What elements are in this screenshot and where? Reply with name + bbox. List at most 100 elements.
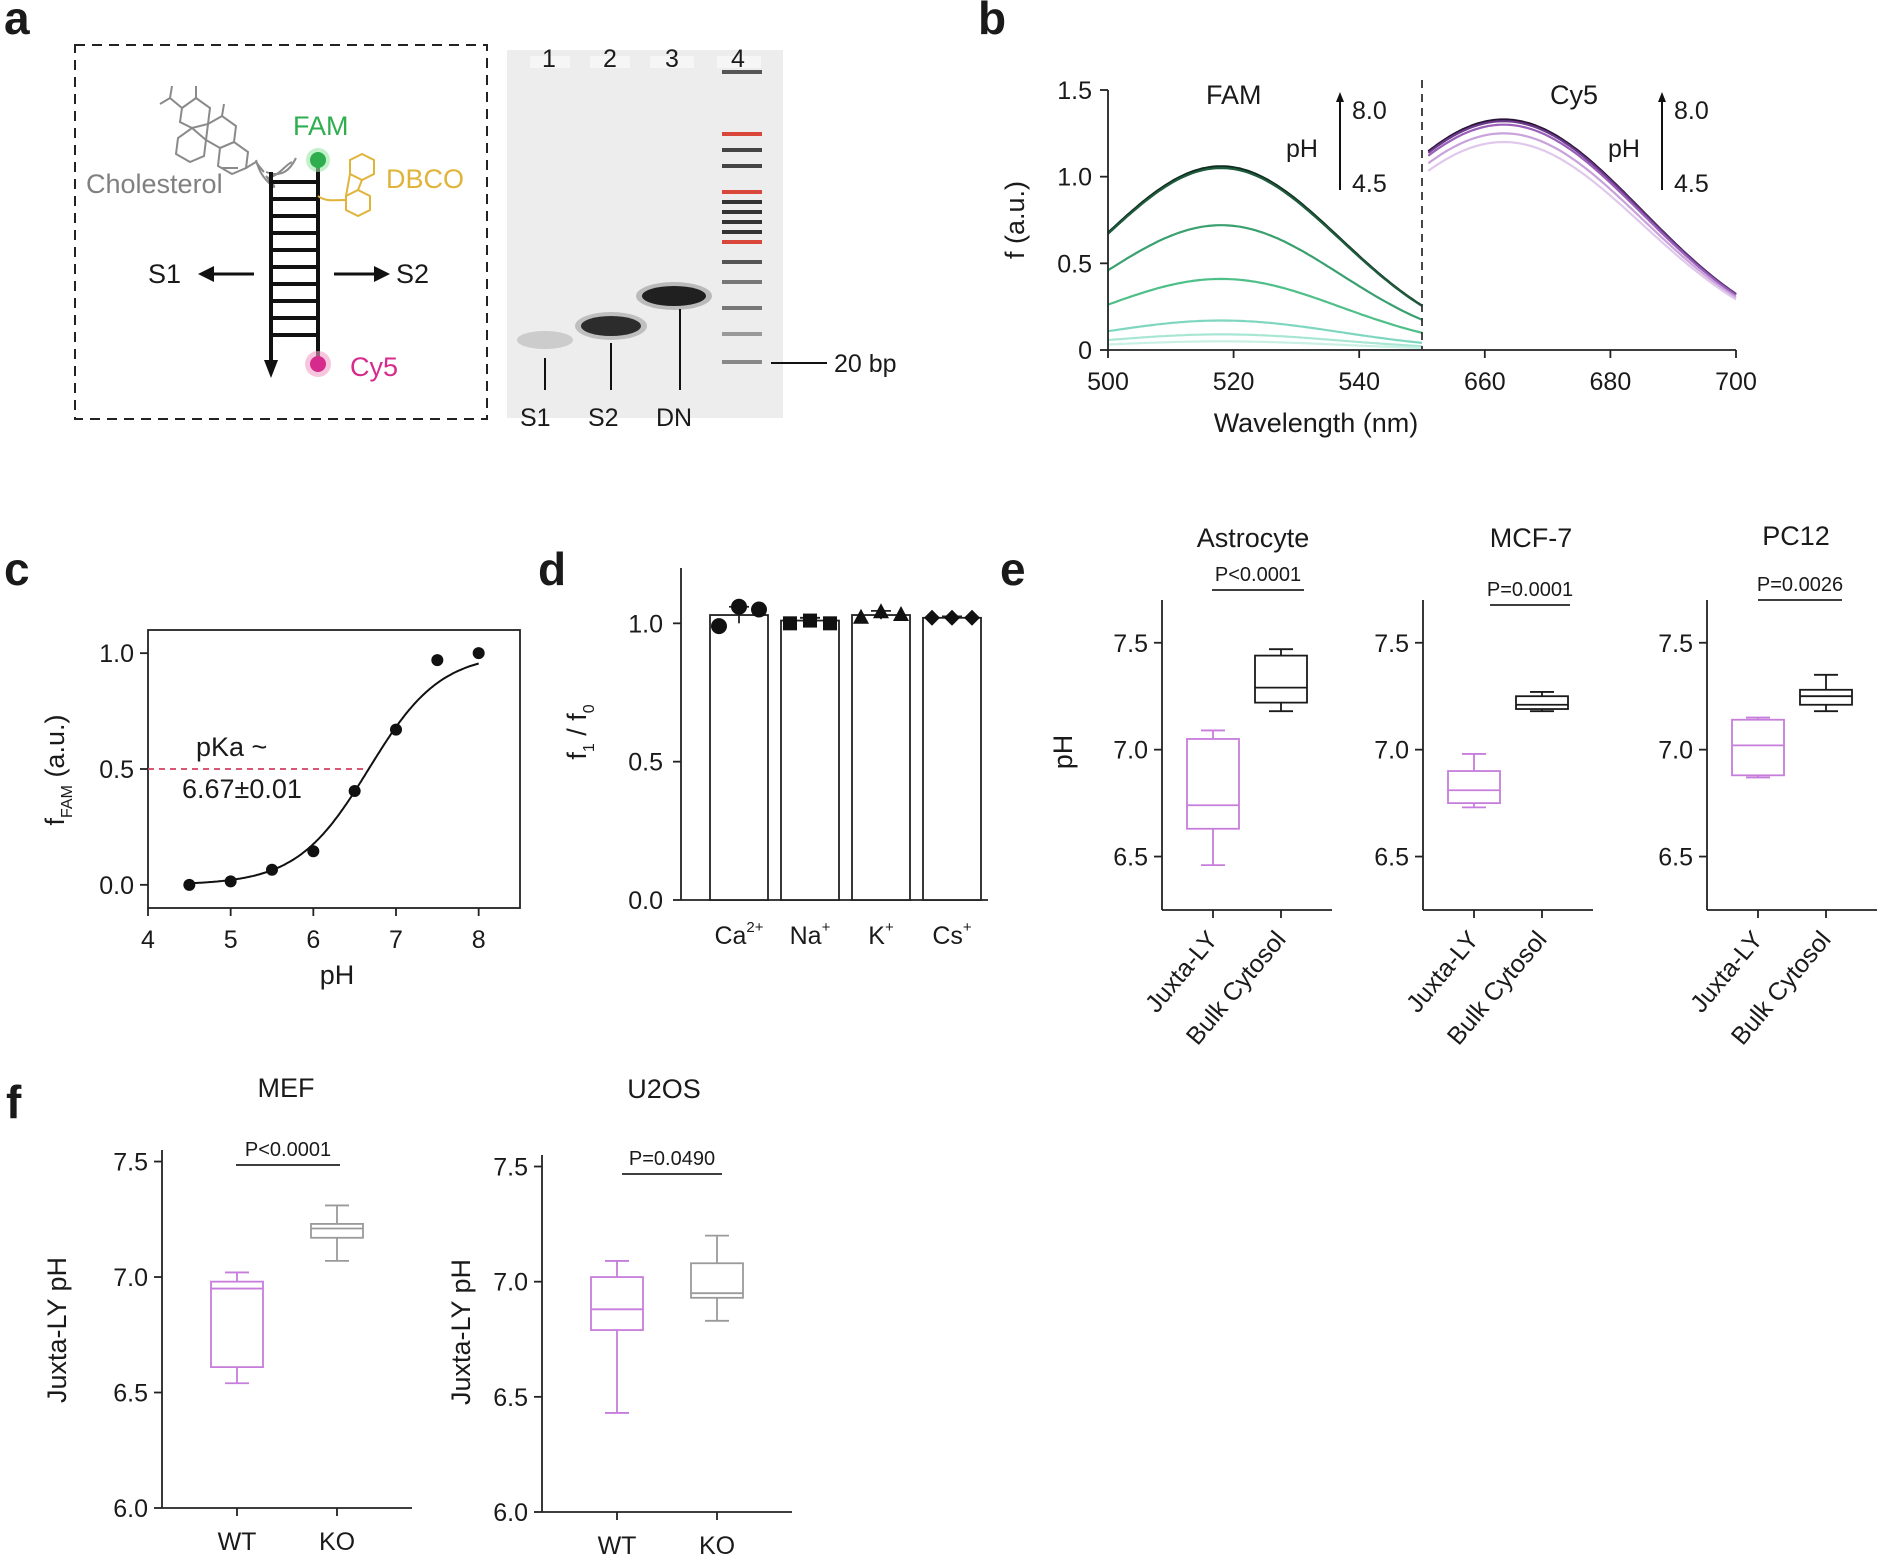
c-data-point	[390, 723, 402, 736]
cy5-series-line	[1427, 123, 1737, 297]
b-xtick-label: 700	[1715, 368, 1757, 396]
d-category-label: Na+	[790, 919, 831, 950]
band-s1	[517, 331, 573, 349]
d-category-label: Cs+	[932, 919, 972, 950]
c-pka-text-1: pKa ~	[196, 732, 267, 762]
c-ytick-label: 0.0	[99, 872, 134, 900]
box-ytick-label: 7.0	[493, 1269, 528, 1297]
panel-letter-b: b	[978, 0, 1006, 44]
fam-label: FAM	[293, 111, 349, 141]
c-xtick-label: 5	[224, 926, 238, 954]
c-ytick-label: 0.5	[99, 756, 134, 784]
fam-spectra-lines	[1107, 165, 1423, 349]
gel-label-s2: S2	[588, 404, 619, 432]
box-ytick-label: 7.0	[1113, 737, 1148, 765]
c-xtick-label: 8	[472, 926, 486, 954]
b-ytick-label: 0.5	[1057, 250, 1092, 278]
box-iqr	[1186, 738, 1240, 830]
p-value-label: P=0.0490	[629, 1148, 715, 1170]
b-ytick-label: 1.0	[1057, 164, 1092, 192]
boxplot-u2os: 6.0 6.5 7.0 7.5 WT KO U2OS P=0.0490 Juxta-LY pH	[446, 1074, 792, 1560]
c-data-point	[348, 785, 361, 798]
box-ylabel: Juxta-LY pH	[446, 1259, 476, 1405]
c-fit-curve	[189, 662, 479, 885]
panel-b-spectra: 0 0.5 1.0 1.5 500 520 540 660 680 700 FAM Cy5 Wa…	[1000, 77, 1757, 438]
s2-arrow	[374, 266, 390, 282]
b-xtick-label: 520	[1213, 368, 1255, 396]
box-iqr	[690, 1262, 744, 1299]
b-ytick-label: 1.5	[1057, 77, 1092, 105]
panel-letter-f: f	[6, 1076, 22, 1128]
box-ytick-label: 7.0	[1658, 737, 1693, 765]
b-cy5-ph-top: 8.0	[1674, 97, 1709, 125]
c-pka-text-2: 6.67±0.01	[182, 774, 302, 804]
box-iqr	[310, 1223, 364, 1239]
b-xtick-label: 540	[1338, 368, 1380, 396]
fam-series-line	[1107, 166, 1423, 307]
box-ylabel: Juxta-LY pH	[42, 1257, 72, 1403]
cy5-dot	[310, 356, 326, 372]
box-ytick-label: 7.0	[1374, 737, 1409, 765]
panel-letter-a: a	[4, 0, 30, 44]
b-cy5-ph-label: pH	[1608, 135, 1640, 163]
fam-series-line	[1107, 277, 1423, 334]
box-ytick-label: 6.5	[1374, 844, 1409, 872]
box-ytick-label: 6.5	[1113, 844, 1148, 872]
d-data-point	[853, 608, 869, 624]
c-xtick-label: 6	[306, 926, 320, 954]
d-data-point	[711, 618, 727, 635]
c-data-point	[224, 875, 237, 888]
d-data-point	[944, 609, 960, 626]
schematic-diagram: Cholesterol FAM Cy5	[74, 44, 488, 420]
dbco-label: DBCO	[386, 164, 464, 194]
panel-letter-d: d	[538, 543, 566, 595]
box-category-label: KO	[319, 1528, 355, 1556]
s2-label: S2	[396, 259, 429, 289]
b-xlabel: Wavelength (nm)	[1214, 408, 1419, 438]
lane-label-3: 3	[665, 45, 679, 73]
cy5-spectra-lines	[1427, 118, 1737, 301]
marker-20bp-label: 20 bp	[834, 350, 897, 378]
box-ytick-label: 7.5	[1374, 630, 1409, 658]
box-ytick-label: 6.0	[113, 1495, 148, 1523]
box-iqr	[210, 1280, 264, 1369]
s1-arrow	[198, 266, 214, 282]
c-data-point	[431, 654, 444, 667]
c-data-point	[472, 647, 485, 660]
lane-label-2: 2	[603, 45, 617, 73]
cy5-label: Cy5	[350, 352, 398, 382]
c-xlabel: pH	[320, 960, 355, 990]
gel-image: 1 2 3 4 20 bp	[507, 45, 897, 432]
box-iqr	[1515, 695, 1569, 710]
d-data-point	[823, 616, 837, 631]
box-ytick-label: 7.0	[113, 1264, 148, 1292]
d-ytick-label: 0.5	[628, 749, 663, 777]
d-data-point	[803, 613, 817, 628]
fam-dot	[310, 152, 326, 168]
b-cy5-ph-bottom: 4.5	[1674, 170, 1709, 198]
cholesterol-label: Cholesterol	[86, 169, 223, 199]
box-ytick-label: 7.5	[1113, 630, 1148, 658]
d-data-point	[964, 609, 980, 626]
fam-series-line	[1107, 319, 1423, 344]
b-ytick-label: 0	[1078, 337, 1092, 365]
box-ylabel: pH	[1048, 735, 1078, 770]
box-ytick-label: 6.5	[113, 1380, 148, 1408]
d-ytick-label: 1.0	[628, 610, 663, 638]
lane-label-1: 1	[542, 45, 556, 73]
gel-label-dn: DN	[656, 404, 692, 432]
band-dn	[642, 286, 706, 306]
fam-series-line	[1107, 333, 1423, 348]
b-fam-ph-bottom: 4.5	[1352, 170, 1387, 198]
panel-d-bars: 0.0 0.5 1.0 Ca2+ Na+ K+ Cs+ f1 / f0	[562, 568, 988, 950]
d-data-point	[751, 601, 767, 618]
band-s2	[581, 316, 641, 336]
box-iqr	[590, 1276, 644, 1331]
c-ylabel: fFAM (a.u.)	[40, 715, 76, 826]
b-fam-ph-label: pH	[1286, 135, 1318, 163]
p-value-label: P<0.0001	[1215, 564, 1301, 586]
